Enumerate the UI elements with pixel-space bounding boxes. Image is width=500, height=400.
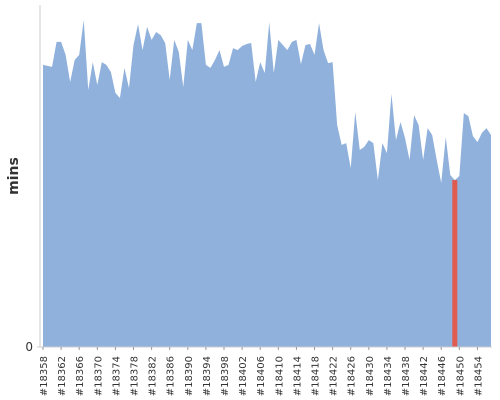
x-tick-label: #18438 (401, 356, 412, 396)
x-tick-label: #18446 (437, 356, 448, 396)
x-tick-label: #18398 (220, 356, 231, 396)
y-axis-label: mins (6, 157, 22, 195)
x-tick-label: #18394 (202, 356, 213, 396)
x-tick-label: #18422 (329, 356, 340, 396)
x-tick-label: #18450 (455, 356, 466, 396)
x-tick-label: #18410 (274, 356, 285, 396)
x-tick-label: #18434 (383, 356, 394, 396)
x-tick-label: #18406 (256, 356, 267, 396)
x-tick-label: #18414 (292, 356, 303, 396)
x-tick-label: #18370 (93, 356, 104, 396)
y-tick-label: 0 (25, 340, 33, 354)
x-tick-label: #18418 (311, 356, 322, 396)
highlight-bar (452, 180, 458, 347)
x-tick-label: #18366 (75, 356, 86, 396)
x-tick-label: #18430 (365, 356, 376, 396)
x-tick-label: #18374 (111, 356, 122, 396)
area (43, 20, 491, 347)
x-tick-label: #18442 (419, 356, 430, 396)
x-tick-label: #18390 (184, 356, 195, 396)
x-tick-label: #18426 (347, 356, 358, 396)
x-tick-label: #18378 (130, 356, 141, 396)
x-tick-label: #18382 (148, 356, 159, 396)
x-tick-label: #18358 (39, 356, 50, 396)
x-tick-label: #18362 (57, 356, 68, 396)
x-tick-label: #18402 (238, 356, 249, 396)
x-tick-label: #18386 (166, 356, 177, 396)
x-tick-label: #18454 (473, 356, 484, 396)
